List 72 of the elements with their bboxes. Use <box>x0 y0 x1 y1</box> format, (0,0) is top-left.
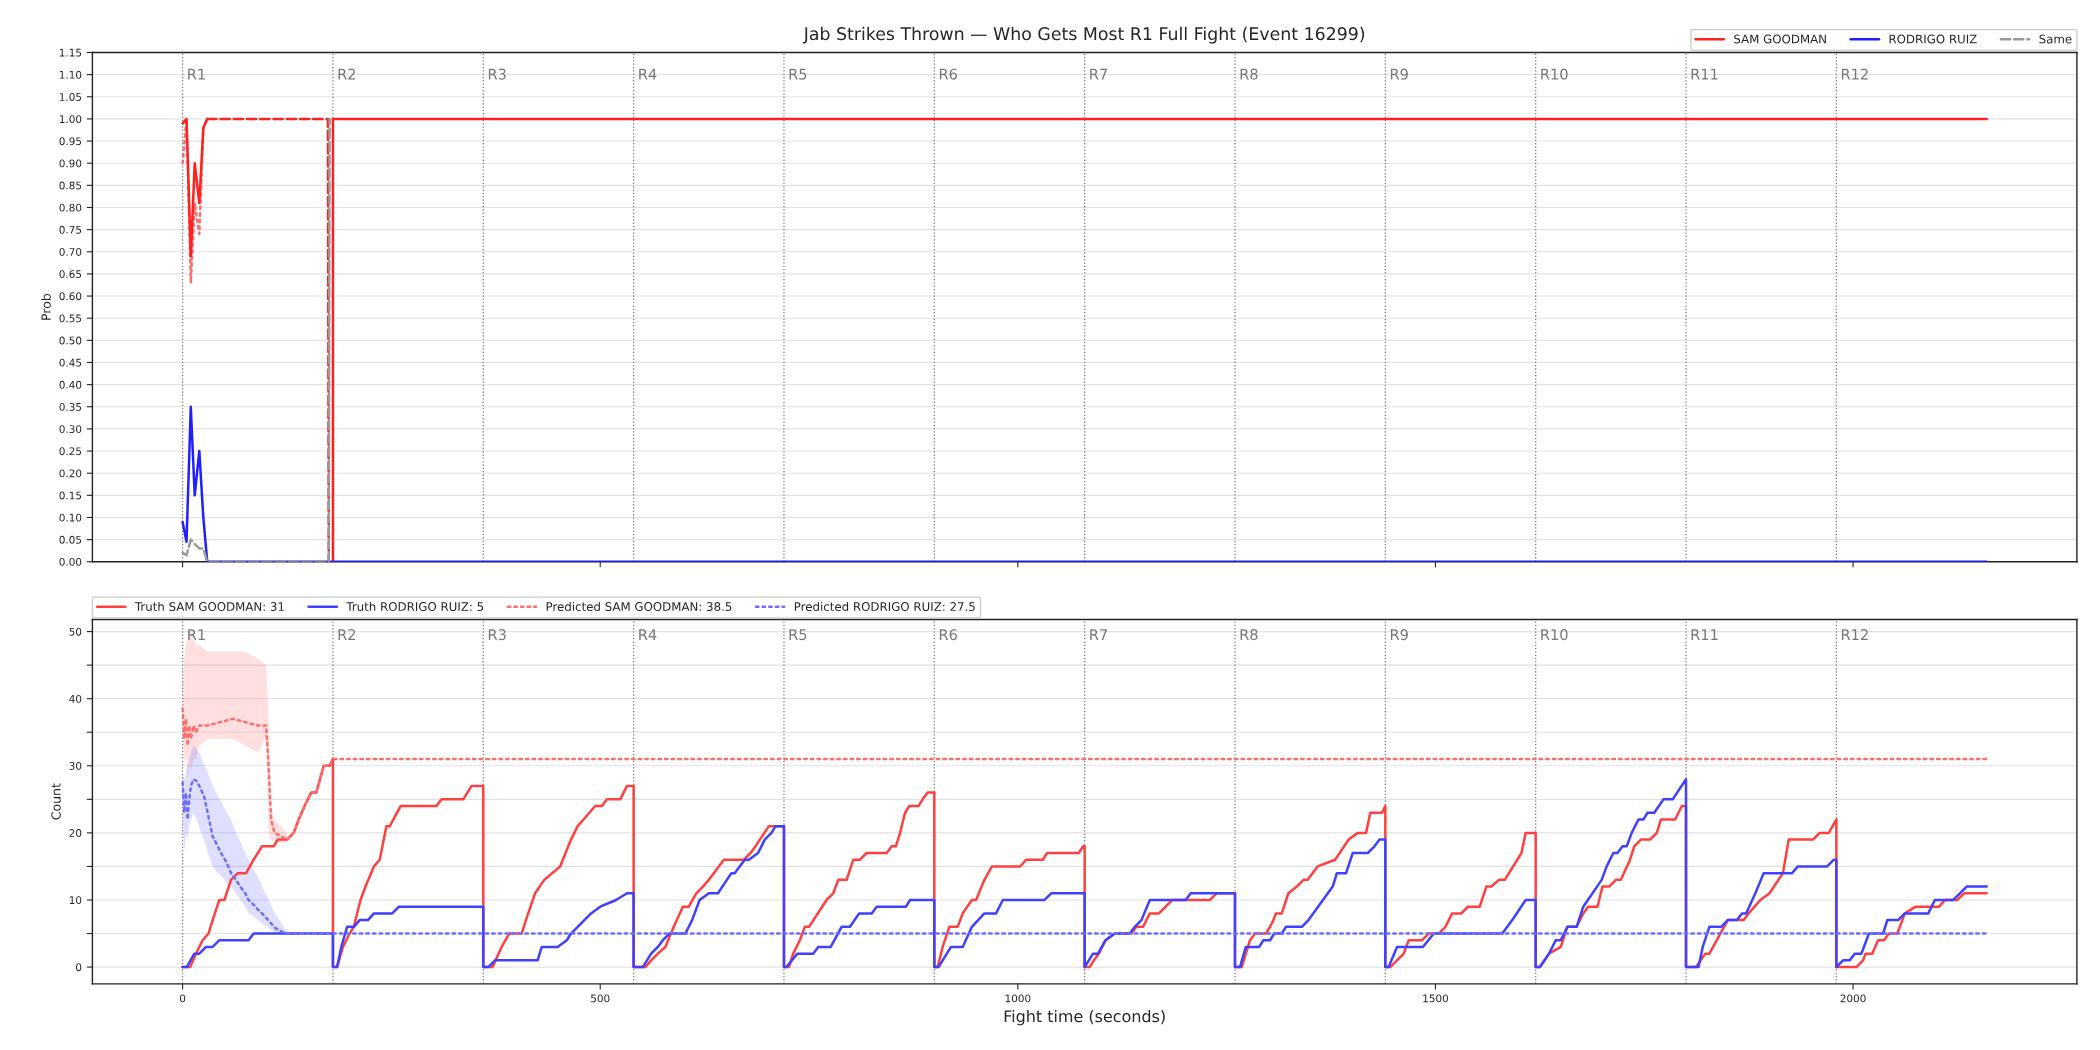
y-tick-label: 0.45 <box>59 358 82 367</box>
ref-line-label: R1 <box>188 68 205 80</box>
legend-label: Predicted RODRIGO RUIZ: 27.5 <box>794 601 975 612</box>
ref-line-label: R7 <box>1090 68 1107 80</box>
ref-line-label: R5 <box>789 68 807 80</box>
line-series <box>181 707 1988 841</box>
ref-line-label: R10 <box>1541 629 1568 641</box>
y-tick-label: 0.30 <box>59 425 82 434</box>
ref-line-label: R6 <box>939 68 957 80</box>
ref-line-label: R1 <box>188 629 205 640</box>
y-tick-label: 0.75 <box>59 225 82 234</box>
ref-line-label: R10 <box>1541 68 1568 80</box>
y-tick-label: 0.15 <box>59 491 82 500</box>
legend-label: Predicted SAM GOODMAN: 38.5 <box>546 601 732 612</box>
chart-title: Jab Strikes Thrown — Who Gets Most R1 Full Fight (Event 16299) <box>802 26 1365 44</box>
y-axis-title: Prob <box>41 293 51 320</box>
legend-label: RODRIGO RUIZ <box>1889 34 1977 44</box>
y-tick-label: 0.55 <box>59 314 82 323</box>
y-tick-label: 0.65 <box>59 270 82 279</box>
y-tick-label: 40 <box>69 694 82 703</box>
x-tick-label: 1500 <box>1423 994 1449 1003</box>
y-tick-label: 20 <box>69 829 82 837</box>
legend-label: Same <box>2039 34 2072 44</box>
y-tick-label: 1.10 <box>59 70 82 79</box>
ref-line-label: R4 <box>639 68 657 80</box>
y-tick-label: 1.05 <box>59 93 82 101</box>
y-tick-label: 0.95 <box>59 137 82 146</box>
y-tick-label: 0.80 <box>59 203 82 212</box>
ref-line-label: R12 <box>1841 629 1868 640</box>
ref-line-label: R9 <box>1390 68 1408 80</box>
y-tick-label: 0.10 <box>59 513 82 522</box>
y-tick-label: 0.05 <box>59 535 82 544</box>
y-tick-label: 0.85 <box>59 181 82 190</box>
y-tick-label: 0.90 <box>59 159 82 168</box>
ref-line-label: R2 <box>338 629 356 640</box>
y-tick-label: 0.50 <box>59 336 82 345</box>
y-tick-label: 0.40 <box>59 380 82 389</box>
ref-line-label: R12 <box>1841 68 1868 80</box>
line-series <box>181 777 1988 935</box>
ref-line-label: R9 <box>1390 629 1408 641</box>
x-tick-label: 2000 <box>1840 994 1866 1003</box>
ref-line-label: R5 <box>789 629 807 641</box>
y-tick-label: 50 <box>69 627 82 636</box>
y-tick-label: 1.15 <box>59 48 82 57</box>
y-tick-label: 1.00 <box>59 115 82 124</box>
x-tick-label: 1000 <box>1005 994 1031 1003</box>
legend-label: Truth RODRIGO RUIZ: 5 <box>346 601 484 612</box>
ref-line-label: R8 <box>1240 629 1258 641</box>
ref-line-label: R8 <box>1240 68 1258 80</box>
y-tick-label: 0.35 <box>59 402 82 411</box>
ref-line-label: R3 <box>488 629 506 641</box>
ref-line-label: R6 <box>939 629 957 641</box>
ref-line-label: R11 <box>1691 629 1718 640</box>
legend-label: Truth SAM GOODMAN: 31 <box>134 601 284 612</box>
ref-line-label: R3 <box>488 68 506 80</box>
y-tick-label: 10 <box>69 896 82 905</box>
x-tick-label: 0 <box>179 994 186 1003</box>
ref-line-label: R11 <box>1691 68 1718 80</box>
ref-line-label: R7 <box>1090 629 1107 640</box>
y-tick-label: 0.70 <box>59 248 82 256</box>
y-tick-label: 0.00 <box>59 557 82 566</box>
y-tick-label: 0.60 <box>59 292 82 301</box>
y-axis-title: Count <box>51 783 61 820</box>
y-tick-label: 30 <box>69 762 82 770</box>
ref-line-label: R4 <box>639 629 657 640</box>
y-tick-label: 0.25 <box>59 447 82 456</box>
ref-line-label: R2 <box>338 68 356 80</box>
x-tick-label: 500 <box>591 994 610 1003</box>
legend-label: SAM GOODMAN <box>1734 34 1826 44</box>
y-tick-label: 0.20 <box>59 469 82 478</box>
y-tick-label: 0 <box>76 963 82 972</box>
x-axis-title: Fight time (seconds) <box>1004 1009 1165 1026</box>
